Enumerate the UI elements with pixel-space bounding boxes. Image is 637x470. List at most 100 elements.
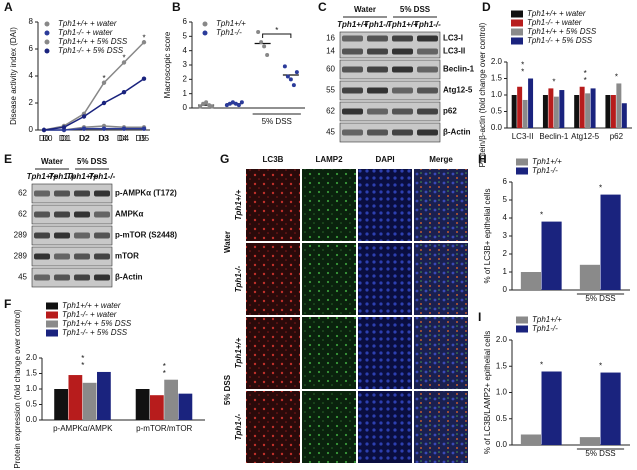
significance: *: [599, 362, 602, 371]
protein-label: β-Actin: [115, 273, 143, 282]
data-point: [198, 104, 203, 109]
y-tick-label: 1.0: [26, 384, 38, 393]
blot-band: [367, 48, 388, 55]
bar: [548, 88, 554, 128]
data-point: [236, 103, 241, 108]
y-tick-label: 2.0: [496, 335, 508, 344]
bar: [542, 95, 548, 128]
bar: [68, 375, 83, 420]
data-point: [224, 103, 229, 108]
panel-letter: A: [4, 0, 13, 14]
y-axis-label: % of LC3B/LAMP2+ epithelial cells: [483, 331, 492, 454]
genotype-label: Tph1+/+: [27, 172, 58, 181]
legend-swatch: [44, 21, 50, 27]
micrograph: [414, 391, 468, 463]
data-point: [230, 100, 235, 105]
micrograph: [358, 391, 412, 463]
significance: *: [540, 211, 543, 220]
x-tick-label: p-AMPKα/AMPK: [53, 424, 113, 433]
protein-label: Beclin-1: [443, 65, 475, 74]
blot-strip: [339, 101, 441, 122]
data-point: [259, 40, 264, 45]
significance: *: [81, 354, 84, 363]
data-point: [121, 60, 127, 65]
blot-band: [342, 108, 363, 115]
bar: [517, 86, 523, 128]
blot-strip: [339, 59, 441, 80]
data-point: [81, 114, 87, 119]
row-label: Tph1+/+: [234, 189, 243, 220]
y-tick-label: 2.0: [26, 353, 38, 362]
legend-swatch: [46, 329, 58, 337]
y-tick-label: 4: [503, 213, 508, 222]
bar: [149, 395, 164, 420]
y-axis-label: Protein expression (fold change over con…: [13, 309, 22, 469]
row-label: Tph1-/-: [234, 413, 243, 440]
blot-band: [417, 48, 438, 55]
bar: [585, 93, 591, 128]
panel-letter: G: [220, 152, 229, 166]
y-tick-label: 1.0: [491, 90, 503, 99]
panel-letter: B: [172, 0, 181, 14]
y-tick-label: 5: [503, 195, 508, 204]
genotype-label: Tph1-/-: [89, 172, 116, 181]
panel-letter: C: [318, 0, 327, 14]
panel-letter: I: [478, 310, 481, 324]
blot-strip: [31, 267, 113, 288]
condition-label: 5% DSS: [400, 5, 431, 14]
blot-band: [392, 87, 413, 94]
bar: [520, 272, 541, 290]
bar: [97, 371, 111, 420]
protein-label: Atg12-5: [443, 86, 473, 95]
blot-strip: [339, 80, 441, 101]
series-line: [43, 78, 145, 131]
condition-label: 5% DSS: [77, 157, 108, 166]
y-tick-label: 0.0: [26, 415, 38, 424]
protein-label: AMPKα: [115, 210, 144, 219]
blot-strip: [31, 204, 113, 225]
y-tick-label: 1.0: [496, 388, 508, 397]
x-tick-label: D4: [119, 134, 130, 143]
bar: [511, 95, 517, 128]
mw-label: 14: [326, 47, 335, 56]
blot-strip: [339, 122, 441, 143]
y-tick-label: 0.5: [26, 400, 38, 409]
blot-band: [74, 232, 90, 239]
blot-band: [417, 87, 438, 94]
legend-swatch: [511, 37, 523, 45]
x-tick-label: D5: [136, 134, 147, 143]
data-point: [121, 90, 127, 95]
panel-letter: F: [4, 297, 11, 311]
blot-band: [417, 66, 438, 73]
mw-label: 16: [326, 34, 335, 43]
protein-label: β-Actin: [443, 128, 471, 137]
x-tick-label: LC3-II: [512, 132, 534, 141]
bar: [600, 372, 621, 445]
bar: [54, 389, 68, 420]
data-point: [291, 83, 296, 88]
bar: [579, 437, 600, 445]
y-tick-label: 0: [183, 103, 188, 112]
legend-swatch: [202, 21, 208, 27]
bar: [520, 434, 541, 445]
blot-band: [94, 190, 110, 197]
legend-label: Tph1-/-: [216, 28, 242, 37]
micrograph: [414, 243, 468, 315]
x-tick-label: D2: [79, 134, 90, 143]
data-point: [239, 100, 244, 105]
protein-label: p62: [443, 107, 457, 116]
legend-label: Tph1+/+ + 5% DSS: [62, 319, 132, 328]
condition-label: Water: [354, 5, 376, 14]
legend-label: Tph1-/- + 5% DSS: [527, 36, 593, 45]
significance: *: [122, 54, 125, 63]
data-point: [227, 101, 232, 106]
bar: [164, 379, 179, 420]
legend-swatch: [44, 30, 50, 36]
blot-band: [94, 211, 110, 218]
data-point: [101, 100, 107, 106]
legend-label: Tph1+/+: [532, 315, 562, 324]
mw-label: 45: [326, 128, 335, 137]
blot-band: [54, 211, 70, 218]
blot-band: [392, 66, 413, 73]
significance: *: [163, 369, 166, 378]
